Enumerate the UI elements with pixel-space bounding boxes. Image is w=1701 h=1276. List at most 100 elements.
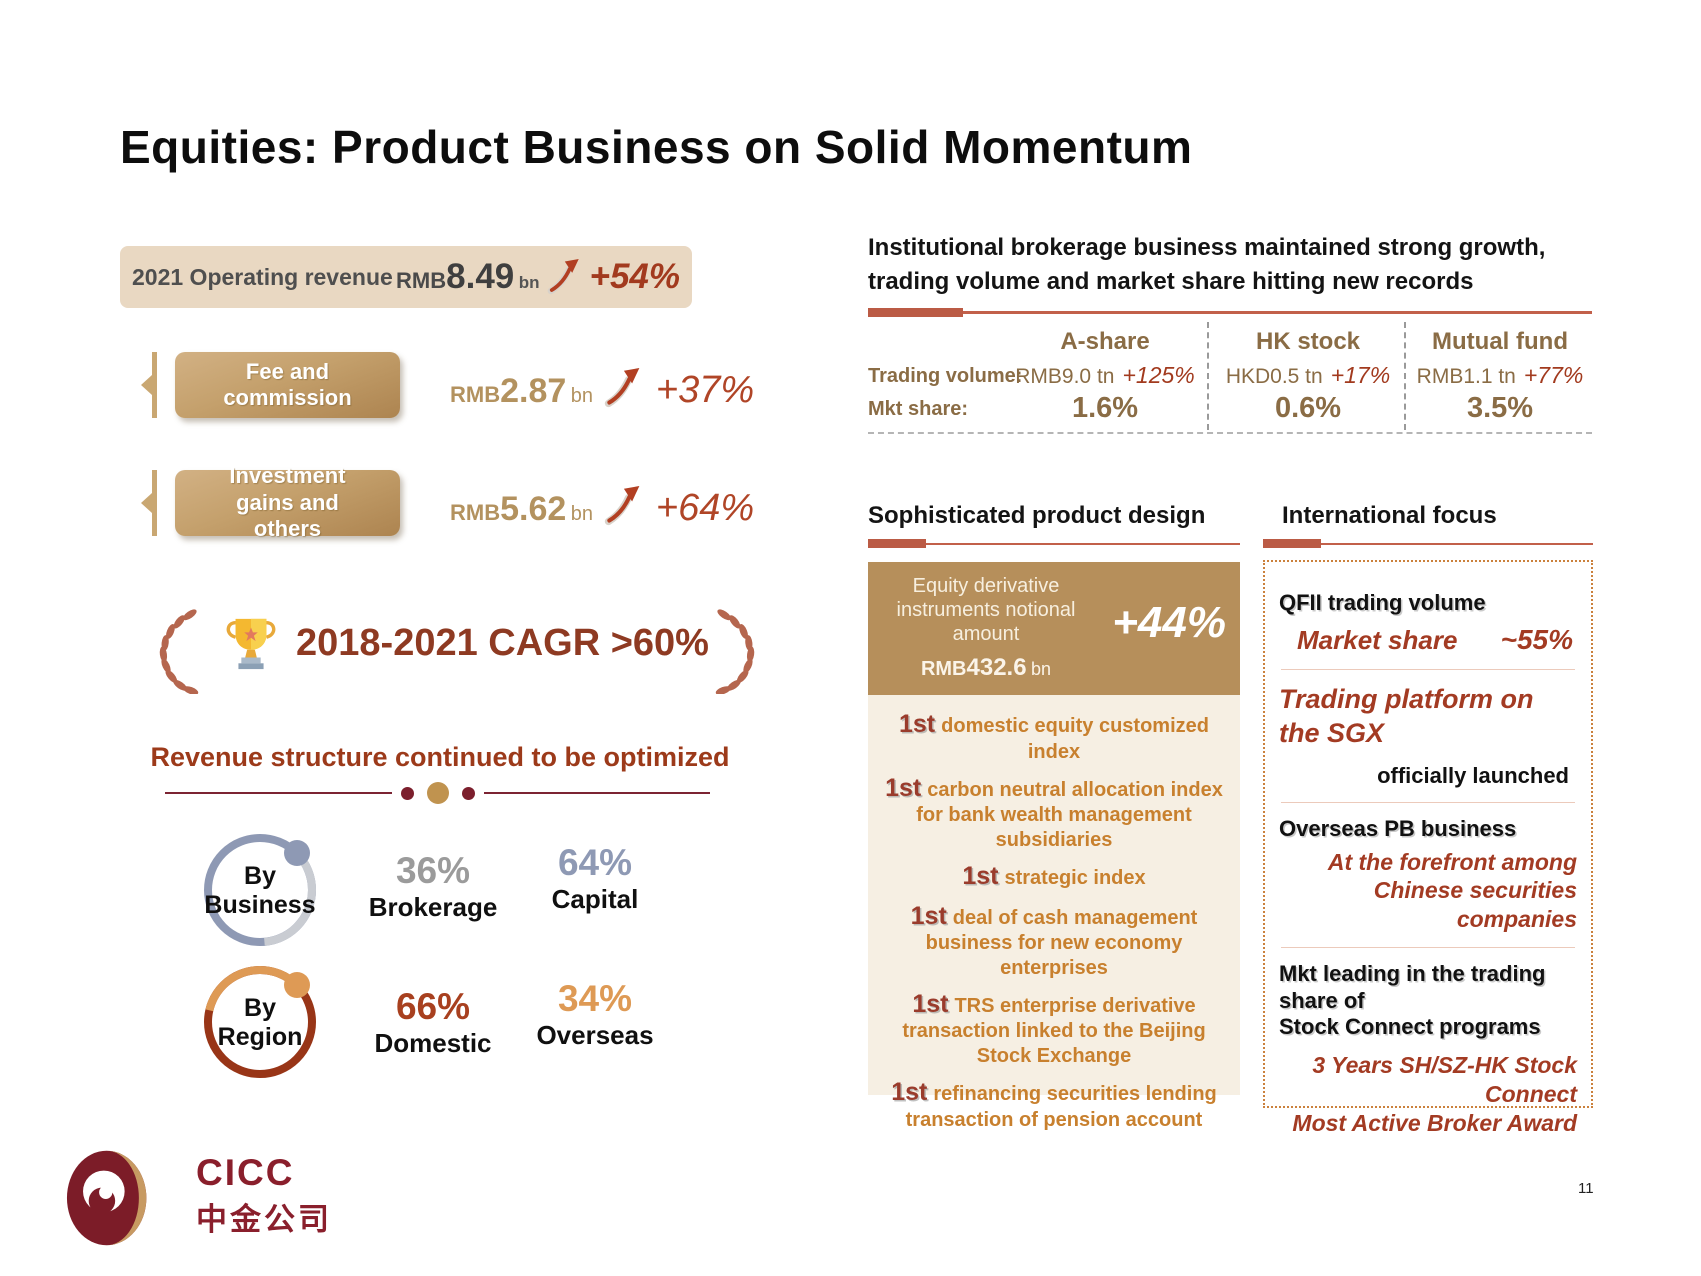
brokerage-heading-line1: Institutional brokerage business maintai…: [868, 234, 1546, 261]
unit-label: bn: [570, 503, 593, 525]
highlight-value: 432.6: [966, 654, 1027, 681]
international-focus-panel: QFII trading volume Market share ~55% Tr…: [1263, 560, 1593, 1136]
qfii-share-value: ~55%: [1500, 624, 1573, 655]
trophy-icon: [222, 612, 280, 674]
by-region-label: By Region: [217, 994, 303, 1051]
cicc-logo-icon: [66, 1150, 147, 1246]
capital-name: Capital: [551, 884, 639, 914]
fee-commission-value: 2.87: [500, 372, 567, 410]
rank-badge: 1st: [910, 901, 947, 930]
col-header-mutual-fund: Mutual fund: [1432, 328, 1568, 355]
accent-underline: [868, 543, 1240, 545]
list-item-text: refinancing securities lending transacti…: [905, 1083, 1217, 1131]
currency-prefix: RMB: [450, 500, 501, 525]
unit-label: bn: [1031, 659, 1052, 679]
divider-line: [483, 792, 710, 794]
pb-desc: At the forefront among Chinese securitie…: [1327, 848, 1577, 933]
ring-marker-dot: [284, 840, 310, 866]
fee-commission-change: +37%: [655, 369, 755, 411]
laurel-right-icon: [702, 606, 764, 694]
domestic-name: Domestic: [374, 1028, 492, 1058]
trading-volume-mutual-fund: RMB1.1 tn +77%: [1408, 362, 1592, 389]
domestic-stat: 66% Domestic: [358, 986, 508, 1059]
by-business-label: By Business: [204, 862, 316, 919]
logo-text-en: CICC: [196, 1152, 295, 1193]
mkt-share-a-share: 1.6%: [1071, 392, 1139, 424]
col-header-hk-stock: HK stock: [1255, 328, 1361, 355]
brokerage-heading-line2: trading volume and market share hitting …: [868, 268, 1474, 295]
volume-change: +17%: [1330, 362, 1391, 388]
highlight-title: Equity derivative instruments notional a…: [896, 575, 1076, 645]
panel-divider: [1281, 946, 1575, 948]
list-item: 1st strategic index: [876, 861, 1232, 892]
list-item: 1st TRS enterprise derivative transaction…: [876, 989, 1232, 1068]
by-business-ring-chart: [204, 834, 316, 946]
domestic-pct: 66%: [395, 986, 471, 1027]
accent-underline: [1263, 543, 1593, 545]
list-item: 1st domestic equity customized index: [876, 709, 1232, 764]
operating-revenue-value: 8.49: [446, 257, 515, 296]
rank-badge: 1st: [962, 862, 999, 891]
page-title: Equities: Product Business on Solid Mome…: [120, 121, 1193, 173]
bracket-decoration: [141, 352, 157, 418]
trading-volume-a-share: RMB9.0 tn +125%: [1000, 362, 1210, 389]
trend-arrow-icon: [603, 368, 643, 408]
firsts-list-panel: 1st domestic equity customized index 1st c…: [868, 695, 1240, 1131]
divider-dot: [400, 786, 414, 800]
overseas-pct: 34%: [557, 978, 633, 1019]
table-bottom-divider: [868, 432, 1592, 434]
volume-change: +77%: [1523, 362, 1584, 388]
cagr-text: 2018-2021 CAGR >60%: [296, 622, 709, 664]
by-region-ring-chart: [204, 966, 316, 1078]
trading-volume-hk-stock: HKD0.5 tn +17%: [1212, 362, 1404, 389]
divider-dot: [426, 782, 449, 804]
divider-dot: [461, 786, 475, 800]
laurel-left-icon: [150, 606, 212, 694]
sgx-title: Trading platform on the SGX: [1279, 684, 1534, 748]
accent-underline-block: [1263, 539, 1321, 548]
capital-stat: 64% Capital: [520, 842, 670, 915]
list-item-text: domestic equity customized index: [941, 715, 1209, 763]
volume-change: +125%: [1122, 362, 1195, 388]
volume-value: RMB1.1 tn: [1416, 365, 1516, 388]
currency-prefix: RMB: [396, 268, 447, 293]
operating-revenue-change: +54%: [589, 257, 681, 296]
volume-value: HKD0.5 tn: [1225, 365, 1323, 388]
rank-badge: 1st: [899, 710, 936, 738]
overseas-name: Overseas: [536, 1020, 654, 1050]
row-label-trading-volume: Trading volume:: [868, 365, 1023, 387]
qfii-title: QFII trading volume: [1279, 590, 1486, 615]
qfii-share-row: Market share ~55%: [1279, 624, 1577, 656]
panel-divider: [1281, 801, 1575, 803]
international-focus-heading: International focus: [1282, 502, 1497, 529]
capital-pct: 64%: [557, 842, 633, 883]
table-column-divider: [1404, 322, 1406, 430]
stock-connect-award: 3 Years SH/SZ-HK Stock Connect Most Acti…: [1292, 1052, 1577, 1136]
pb-title: Overseas PB business: [1279, 815, 1517, 841]
rank-badge: 1st: [912, 989, 949, 1018]
list-item: 1st deal of cash management business for …: [876, 901, 1232, 980]
fee-commission-label: Fee and commission: [223, 358, 352, 410]
mkt-share-hk-stock: 0.6%: [1274, 392, 1342, 424]
list-item-text: carbon neutral allocation index for bank…: [916, 778, 1223, 851]
volume-value: RMB9.0 tn: [1015, 365, 1115, 388]
rank-badge: 1st: [891, 1078, 928, 1107]
investment-gains-label: Investment gains and others: [229, 463, 346, 542]
product-design-heading: Sophisticated product design: [868, 502, 1206, 529]
trend-arrow-icon: [603, 486, 643, 526]
investment-gains-value: 5.62: [500, 490, 567, 528]
mkt-share-mutual-fund: 3.5%: [1466, 392, 1534, 424]
list-item-text: strategic index: [1004, 867, 1146, 890]
unit-label: bn: [570, 385, 593, 407]
trend-arrow-icon: [546, 259, 582, 295]
equity-derivative-highlight: Equity derivative instruments notional a…: [868, 562, 1240, 695]
investment-gains-change: +64%: [655, 487, 755, 529]
sgx-status: officially launched: [1377, 762, 1569, 788]
highlight-amount: RMB432.6 bn: [876, 654, 1096, 682]
investment-gains-value-row: RMB5.62 bn +64%: [450, 486, 754, 530]
brokerage-pct: 36%: [395, 850, 471, 891]
stock-connect-title: Mkt leading in the trading share of Stoc…: [1279, 960, 1546, 1040]
logo-text-cn: 中金公司: [196, 1202, 332, 1237]
operating-revenue-label: 2021 Operating revenue: [132, 263, 393, 290]
